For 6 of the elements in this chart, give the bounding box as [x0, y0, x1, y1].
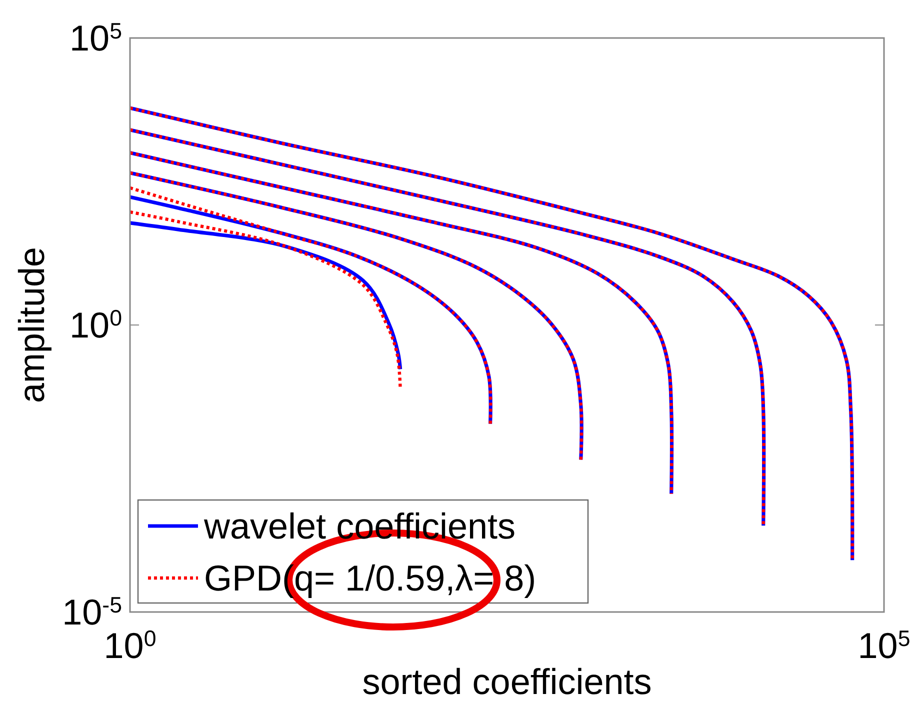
y-tick-label: 10$^{0}$	[70, 304, 122, 346]
y-tick-label: 10$^{5}$	[70, 18, 122, 59]
legend-label: wavelet coefficients	[203, 506, 516, 547]
y-tick-label: 10$^{-5}$	[62, 592, 122, 633]
y-axis-title: amplitude	[11, 246, 52, 404]
x-axis-title: sorted coefficients	[362, 661, 652, 702]
